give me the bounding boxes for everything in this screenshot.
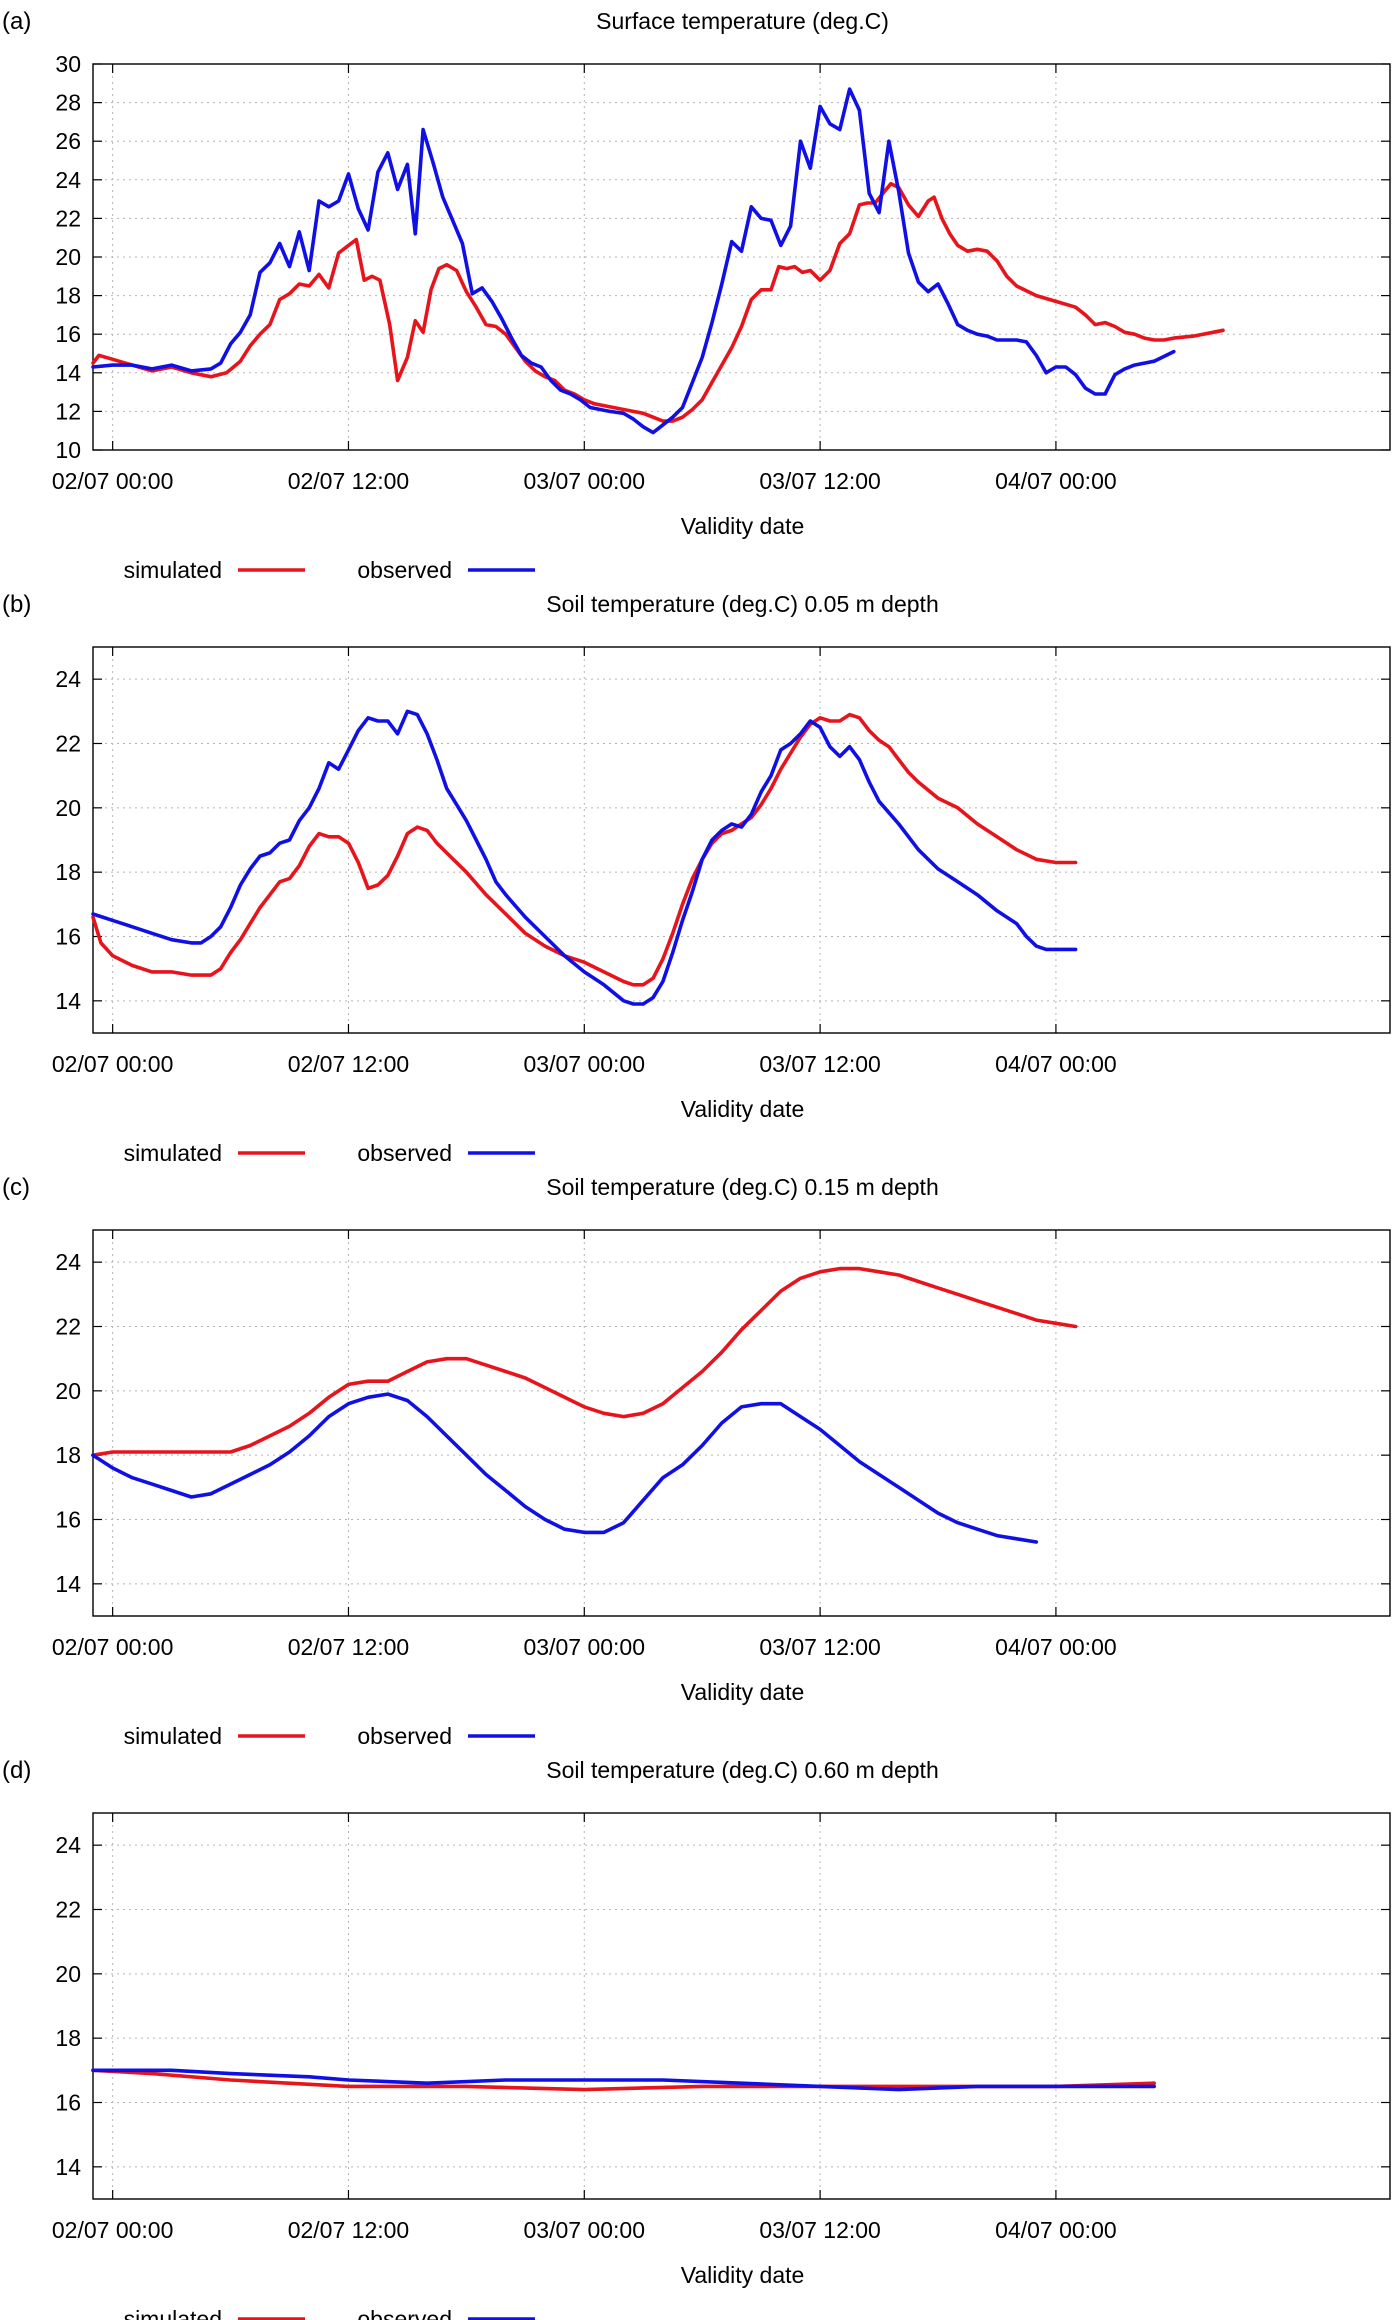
y-tick-label: 16 — [55, 2090, 81, 2116]
y-tick-label: 16 — [55, 924, 81, 950]
y-tick-label: 18 — [55, 2025, 81, 2051]
legend-label-simulated: simulated — [124, 1140, 222, 1166]
x-tick-label: 03/07 00:00 — [524, 468, 646, 494]
x-tick-label: 02/07 00:00 — [52, 1051, 174, 1077]
x-axis-label: Validity date — [681, 1679, 805, 1705]
x-tick-label: 03/07 00:00 — [524, 1634, 646, 1660]
x-tick-label: 03/07 00:00 — [524, 1051, 646, 1077]
y-tick-label: 14 — [55, 360, 81, 386]
legend-label-observed: observed — [357, 2306, 452, 2320]
y-tick-label: 20 — [55, 1378, 81, 1404]
x-tick-label: 02/07 12:00 — [288, 2217, 410, 2243]
series-line-simulated — [91, 181, 1225, 423]
y-tick-label: 24 — [55, 167, 81, 193]
x-tick-label: 03/07 12:00 — [759, 1634, 881, 1660]
panel-label: (c) — [2, 1174, 30, 1201]
y-tick-label: 28 — [55, 90, 81, 116]
x-axis-label: Validity date — [681, 513, 805, 539]
chart-title: Soil temperature (deg.C) 0.60 m depth — [546, 1757, 938, 1783]
y-tick-label: 20 — [55, 1961, 81, 1987]
y-tick-label: 24 — [55, 666, 81, 692]
panel-label: (b) — [2, 591, 31, 618]
series-line-simulated — [91, 712, 1078, 987]
legend-label-simulated: simulated — [124, 1723, 222, 1749]
x-tick-label: 03/07 12:00 — [759, 2217, 881, 2243]
chart-title: Soil temperature (deg.C) 0.05 m depth — [546, 591, 938, 617]
x-tick-label: 04/07 00:00 — [995, 1634, 1117, 1660]
x-tick-label: 02/07 12:00 — [288, 468, 410, 494]
y-tick-label: 22 — [55, 1314, 81, 1340]
y-tick-label: 24 — [55, 1832, 81, 1858]
x-tick-label: 02/07 00:00 — [52, 468, 174, 494]
panel-label: (a) — [2, 8, 31, 35]
x-axis-label: Validity date — [681, 2262, 805, 2288]
y-tick-label: 18 — [55, 859, 81, 885]
x-tick-label: 03/07 00:00 — [524, 2217, 646, 2243]
legend-label-observed: observed — [357, 1140, 452, 1166]
plot-frame — [92, 1812, 1391, 2200]
y-tick-label: 16 — [55, 321, 81, 347]
legend-label-simulated: simulated — [124, 557, 222, 583]
legend: simulated observed — [124, 1140, 535, 1166]
x-tick-label: 03/07 12:00 — [759, 468, 881, 494]
plot-frame — [92, 1229, 1391, 1617]
y-tick-label: 10 — [55, 437, 81, 463]
y-tick-label: 16 — [55, 1507, 81, 1533]
chart-panel-1: 10 12 14 16 18 20 22 24 26 28 30 02/07 00:00 02/07 1… — [2, 8, 1391, 583]
y-tick-label: 12 — [55, 398, 81, 424]
panel-label: (d) — [2, 1757, 31, 1784]
y-tick-label: 20 — [55, 244, 81, 270]
y-tick-label: 14 — [55, 988, 81, 1014]
chart-title: Surface temperature (deg.C) — [596, 8, 889, 34]
x-tick-label: 04/07 00:00 — [995, 1051, 1117, 1077]
x-tick-label: 04/07 00:00 — [995, 2217, 1117, 2243]
x-tick-label: 04/07 00:00 — [995, 468, 1117, 494]
y-tick-label: 24 — [55, 1249, 81, 1275]
legend-label-observed: observed — [357, 557, 452, 583]
y-tick-label: 26 — [55, 128, 81, 154]
legend: simulated observed — [124, 2306, 535, 2320]
chart-title: Soil temperature (deg.C) 0.15 m depth — [546, 1174, 938, 1200]
y-tick-label: 22 — [55, 731, 81, 757]
series-line-observed — [91, 87, 1176, 435]
legend: simulated observed — [124, 557, 535, 583]
legend-label-simulated: simulated — [124, 2306, 222, 2320]
legend-label-observed: observed — [357, 1723, 452, 1749]
plot-frame — [92, 646, 1391, 1034]
x-tick-label: 02/07 12:00 — [288, 1634, 410, 1660]
y-tick-label: 20 — [55, 795, 81, 821]
y-tick-label: 22 — [55, 1897, 81, 1923]
series-line-simulated — [91, 1266, 1078, 1457]
y-tick-label: 14 — [55, 1571, 81, 1597]
chart-panel-2: 14 16 18 20 22 24 02/07 00:00 02/07 12:00 03/07 … — [2, 591, 1391, 1166]
x-tick-label: 02/07 12:00 — [288, 1051, 410, 1077]
x-tick-label: 03/07 12:00 — [759, 1051, 881, 1077]
x-axis-label: Validity date — [681, 1096, 805, 1122]
chart-panel-3: 14 16 18 20 22 24 02/07 00:00 02/07 12:00 03/07 … — [2, 1174, 1391, 1749]
series-line-observed — [91, 2068, 1156, 2092]
legend: simulated observed — [124, 1723, 535, 1749]
y-tick-label: 30 — [55, 51, 81, 77]
y-tick-label: 14 — [55, 2154, 81, 2180]
x-tick-label: 02/07 00:00 — [52, 2217, 174, 2243]
series-line-observed — [91, 1392, 1039, 1544]
y-tick-label: 18 — [55, 1442, 81, 1468]
x-tick-label: 02/07 00:00 — [52, 1634, 174, 1660]
series-line-observed — [91, 709, 1078, 1006]
chart-panel-4: 14 16 18 20 22 24 02/07 00:00 02/07 12:00 03/07 … — [2, 1757, 1391, 2320]
y-tick-label: 18 — [55, 283, 81, 309]
y-tick-label: 22 — [55, 205, 81, 231]
